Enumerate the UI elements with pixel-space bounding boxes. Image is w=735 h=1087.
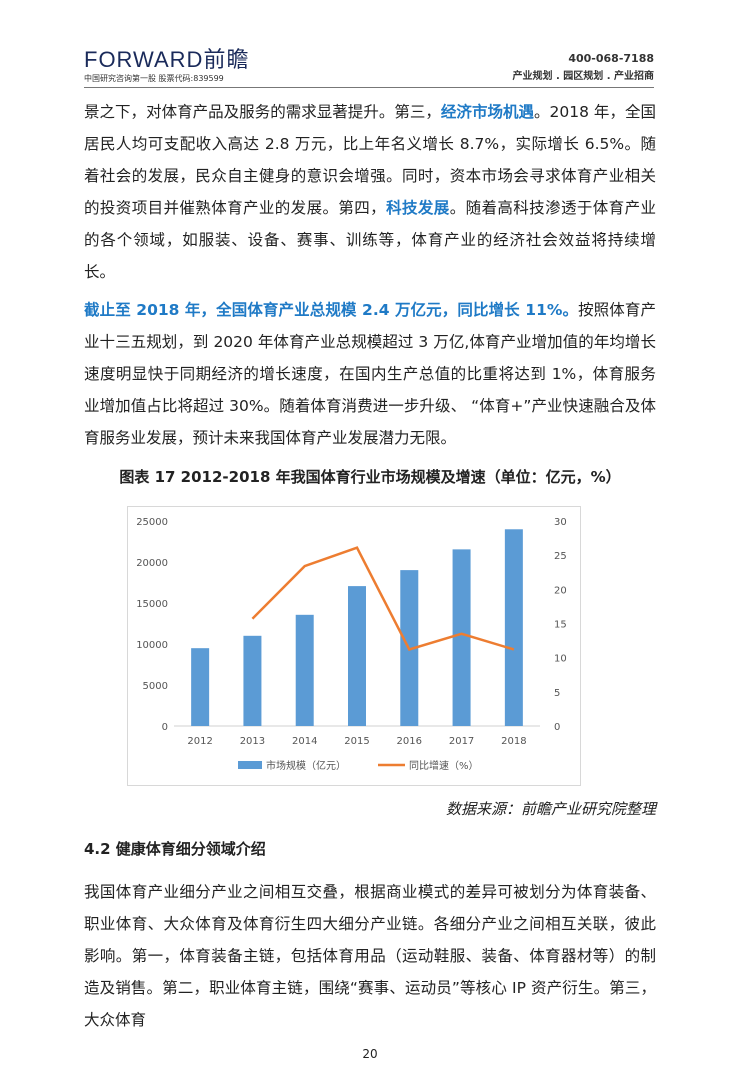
highlight: 截止至 2018 年，全国体育产业总规模 2.4 万亿元，同比增长 11%。	[84, 301, 579, 319]
y-right-tick-label: 25	[554, 551, 567, 562]
y-right-tick-label: 10	[554, 654, 567, 665]
page-body: 景之下，对体育产品及服务的需求显著提升。第三，经济市场机遇。2018 年，全国居…	[84, 96, 656, 1082]
slogan: 产业规划 . 园区规划 . 产业招商	[512, 71, 654, 82]
x-tick-label: 2012	[187, 736, 212, 747]
y-right-tick-label: 0	[554, 722, 560, 733]
paragraph-2: 截止至 2018 年，全国体育产业总规模 2.4 万亿元，同比增长 11%。按照…	[84, 294, 656, 454]
y-left-tick-label: 5000	[143, 681, 168, 692]
bar	[243, 635, 262, 726]
y-right-tick-label: 15	[554, 620, 567, 631]
text: 。随着高科技渗透于体育产业的各个领域，如服装、设备、赛事、训练等，体育产业的经济…	[84, 199, 656, 281]
x-tick-label: 2017	[449, 736, 474, 747]
bar	[295, 614, 314, 726]
bar	[452, 549, 471, 726]
page-header: FORWARD前瞻 中国研究咨询第一股 股票代码:839599 400-068-…	[84, 48, 654, 88]
paragraph-3: 我国体育产业细分产业之间相互交叠，根据商业模式的差异可被划分为体育装备、职业体育…	[84, 883, 656, 1029]
y-right-tick-label: 30	[554, 517, 567, 528]
x-tick-label: 2016	[397, 736, 422, 747]
x-tick-label: 2013	[240, 736, 265, 747]
section-heading: 4.2 健康体育细分领域介绍	[84, 840, 266, 858]
bar	[191, 648, 210, 726]
highlight: 经济市场机遇	[440, 103, 535, 121]
phone-number: 400-068-7188	[568, 52, 654, 65]
growth-line	[251, 546, 515, 651]
x-tick-label: 2018	[501, 736, 526, 747]
figure-caption: 图表 17 2012-2018 年我国体育行业市场规模及增速（单位：亿元，%）	[119, 468, 621, 486]
highlight: 科技发展	[386, 199, 450, 217]
text: 按照体育产业十三五规划，到 2020 年体育产业总规模超过 3 万亿,体育产业增…	[84, 301, 656, 447]
y-right-tick-label: 5	[554, 688, 560, 699]
page-number: 20	[362, 1047, 378, 1061]
bar	[504, 529, 523, 726]
x-tick-label: 2014	[292, 736, 317, 747]
y-left-tick-label: 0	[162, 722, 168, 733]
forward-logo: FORWARD前瞻	[84, 47, 250, 72]
logo-subtitle: 中国研究咨询第一股 股票代码:839599	[84, 74, 224, 83]
bar	[348, 586, 366, 726]
y-left-tick-label: 25000	[136, 517, 168, 528]
text: 景之下，对体育产品及服务的需求显著提升。第三，	[84, 103, 441, 121]
y-left-tick-label: 15000	[136, 599, 168, 610]
legend-bar-swatch	[238, 761, 262, 769]
chart-frame: 0 5000 10000 15000 20000 25000 0 5 10 15 20 25 30 201…	[127, 506, 581, 786]
y-left-tick-label: 20000	[136, 558, 168, 569]
y-right-tick-label: 20	[554, 585, 567, 596]
y-left-tick-label: 10000	[136, 640, 168, 651]
legend-line-label: 同比增速（%）	[409, 759, 479, 772]
text: 。2018 年，全国居民人均可支配收入高达 2.8 万元，比上年名义增长 8.7…	[84, 103, 656, 217]
data-source: 数据来源：前瞻产业研究院整理	[445, 800, 656, 818]
x-tick-label: 2015	[344, 736, 369, 747]
combo-chart: 0 5000 10000 15000 20000 25000 0 5 10 15 20 25 30 201…	[136, 517, 567, 772]
legend-bar-label: 市场规模（亿元）	[266, 759, 346, 772]
paragraph-1: 景之下，对体育产品及服务的需求显著提升。第三，经济市场机遇。2018 年，全国居…	[84, 96, 656, 288]
